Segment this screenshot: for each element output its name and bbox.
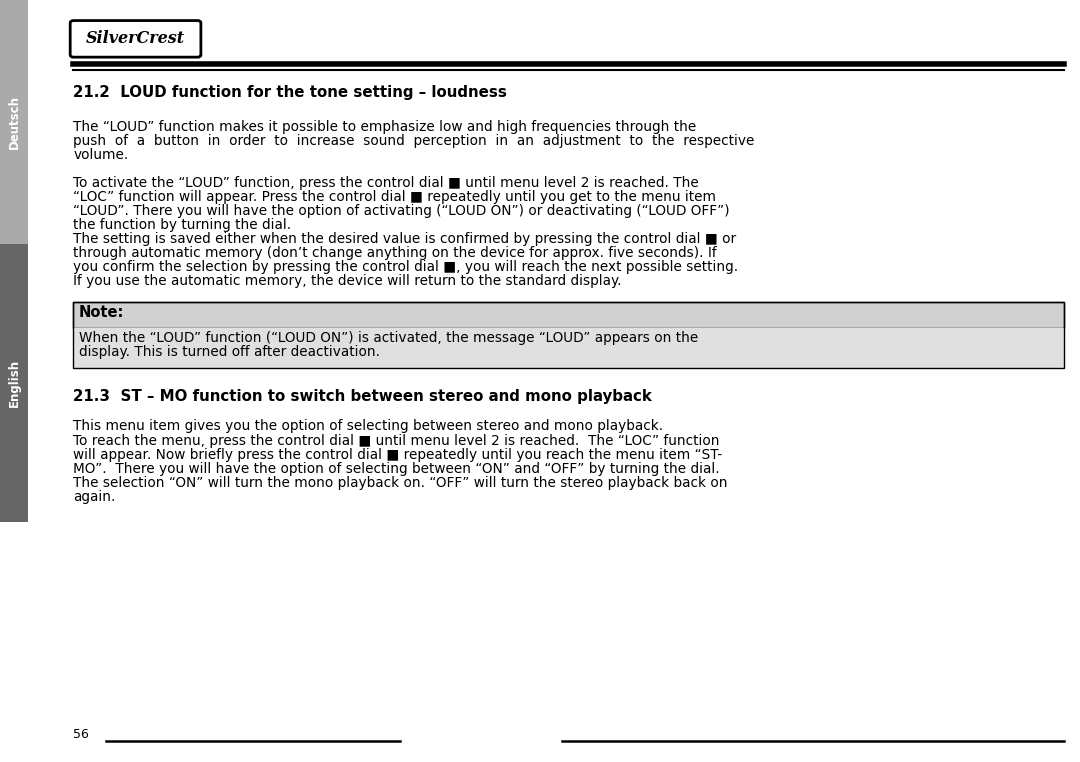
Text: If you use the automatic memory, the device will return to the standard display.: If you use the automatic memory, the dev… [73, 274, 622, 288]
Text: MO”.  There you will have the option of selecting between “ON” and “OFF” by turn: MO”. There you will have the option of s… [73, 462, 720, 475]
Text: will appear. Now briefly press the control dial ■ repeatedly until you reach the: will appear. Now briefly press the contr… [73, 447, 723, 462]
Text: you confirm the selection by pressing the control dial ■, you will reach the nex: you confirm the selection by pressing th… [73, 260, 739, 274]
Text: When the “LOUD” function (“LOUD ON”) is activated, the message “LOUD” appears on: When the “LOUD” function (“LOUD ON”) is … [79, 331, 698, 345]
FancyBboxPatch shape [70, 21, 201, 57]
Text: display. This is turned off after deactivation.: display. This is turned off after deacti… [79, 345, 380, 359]
Text: push  of  a  button  in  order  to  increase  sound  perception  in  an  adjustm: push of a button in order to increase so… [73, 134, 755, 148]
Text: Note:: Note: [79, 305, 124, 320]
Text: This menu item gives you the option of selecting between stereo and mono playbac: This menu item gives you the option of s… [73, 419, 663, 434]
Text: English: English [8, 359, 21, 407]
Text: the function by turning the dial.: the function by turning the dial. [73, 218, 292, 232]
Text: To activate the “LOUD” function, press the control dial ■ until menu level 2 is : To activate the “LOUD” function, press t… [73, 175, 699, 190]
Text: SilverCrest: SilverCrest [86, 30, 185, 47]
Text: through automatic memory (don’t change anything on the device for approx. five s: through automatic memory (don’t change a… [73, 246, 717, 260]
Bar [73, 328, 1064, 367]
Text: 21.3  ST – MO function to switch between stereo and mono playback: 21.3 ST – MO function to switch between … [73, 389, 652, 404]
Text: The setting is saved either when the desired value is confirmed by pressing the : The setting is saved either when the des… [73, 232, 737, 246]
Text: again.: again. [73, 490, 116, 504]
Bar [73, 302, 1064, 328]
Text: “LOC” function will appear. Press the control dial ■ repeatedly until you get to: “LOC” function will appear. Press the co… [73, 190, 716, 203]
Text: “LOUD”. There you will have the option of activating (“LOUD ON”) or deactivating: “LOUD”. There you will have the option o… [73, 203, 730, 218]
Bar [0, 244, 28, 522]
Text: 21.2  LOUD function for the tone setting – loudness: 21.2 LOUD function for the tone setting … [73, 85, 508, 101]
Text: The selection “ON” will turn the mono playback on. “OFF” will turn the stereo pl: The selection “ON” will turn the mono pl… [73, 475, 728, 490]
Text: Deutsch: Deutsch [8, 95, 21, 149]
Text: 56: 56 [73, 728, 90, 741]
Bar [73, 302, 1064, 367]
Text: volume.: volume. [73, 148, 129, 162]
Text: To reach the menu, press the control dial ■ until menu level 2 is reached.  The : To reach the menu, press the control dia… [73, 434, 720, 447]
Text: The “LOUD” function makes it possible to emphasize low and high frequencies thro: The “LOUD” function makes it possible to… [73, 120, 697, 133]
Bar [0, 0, 28, 244]
